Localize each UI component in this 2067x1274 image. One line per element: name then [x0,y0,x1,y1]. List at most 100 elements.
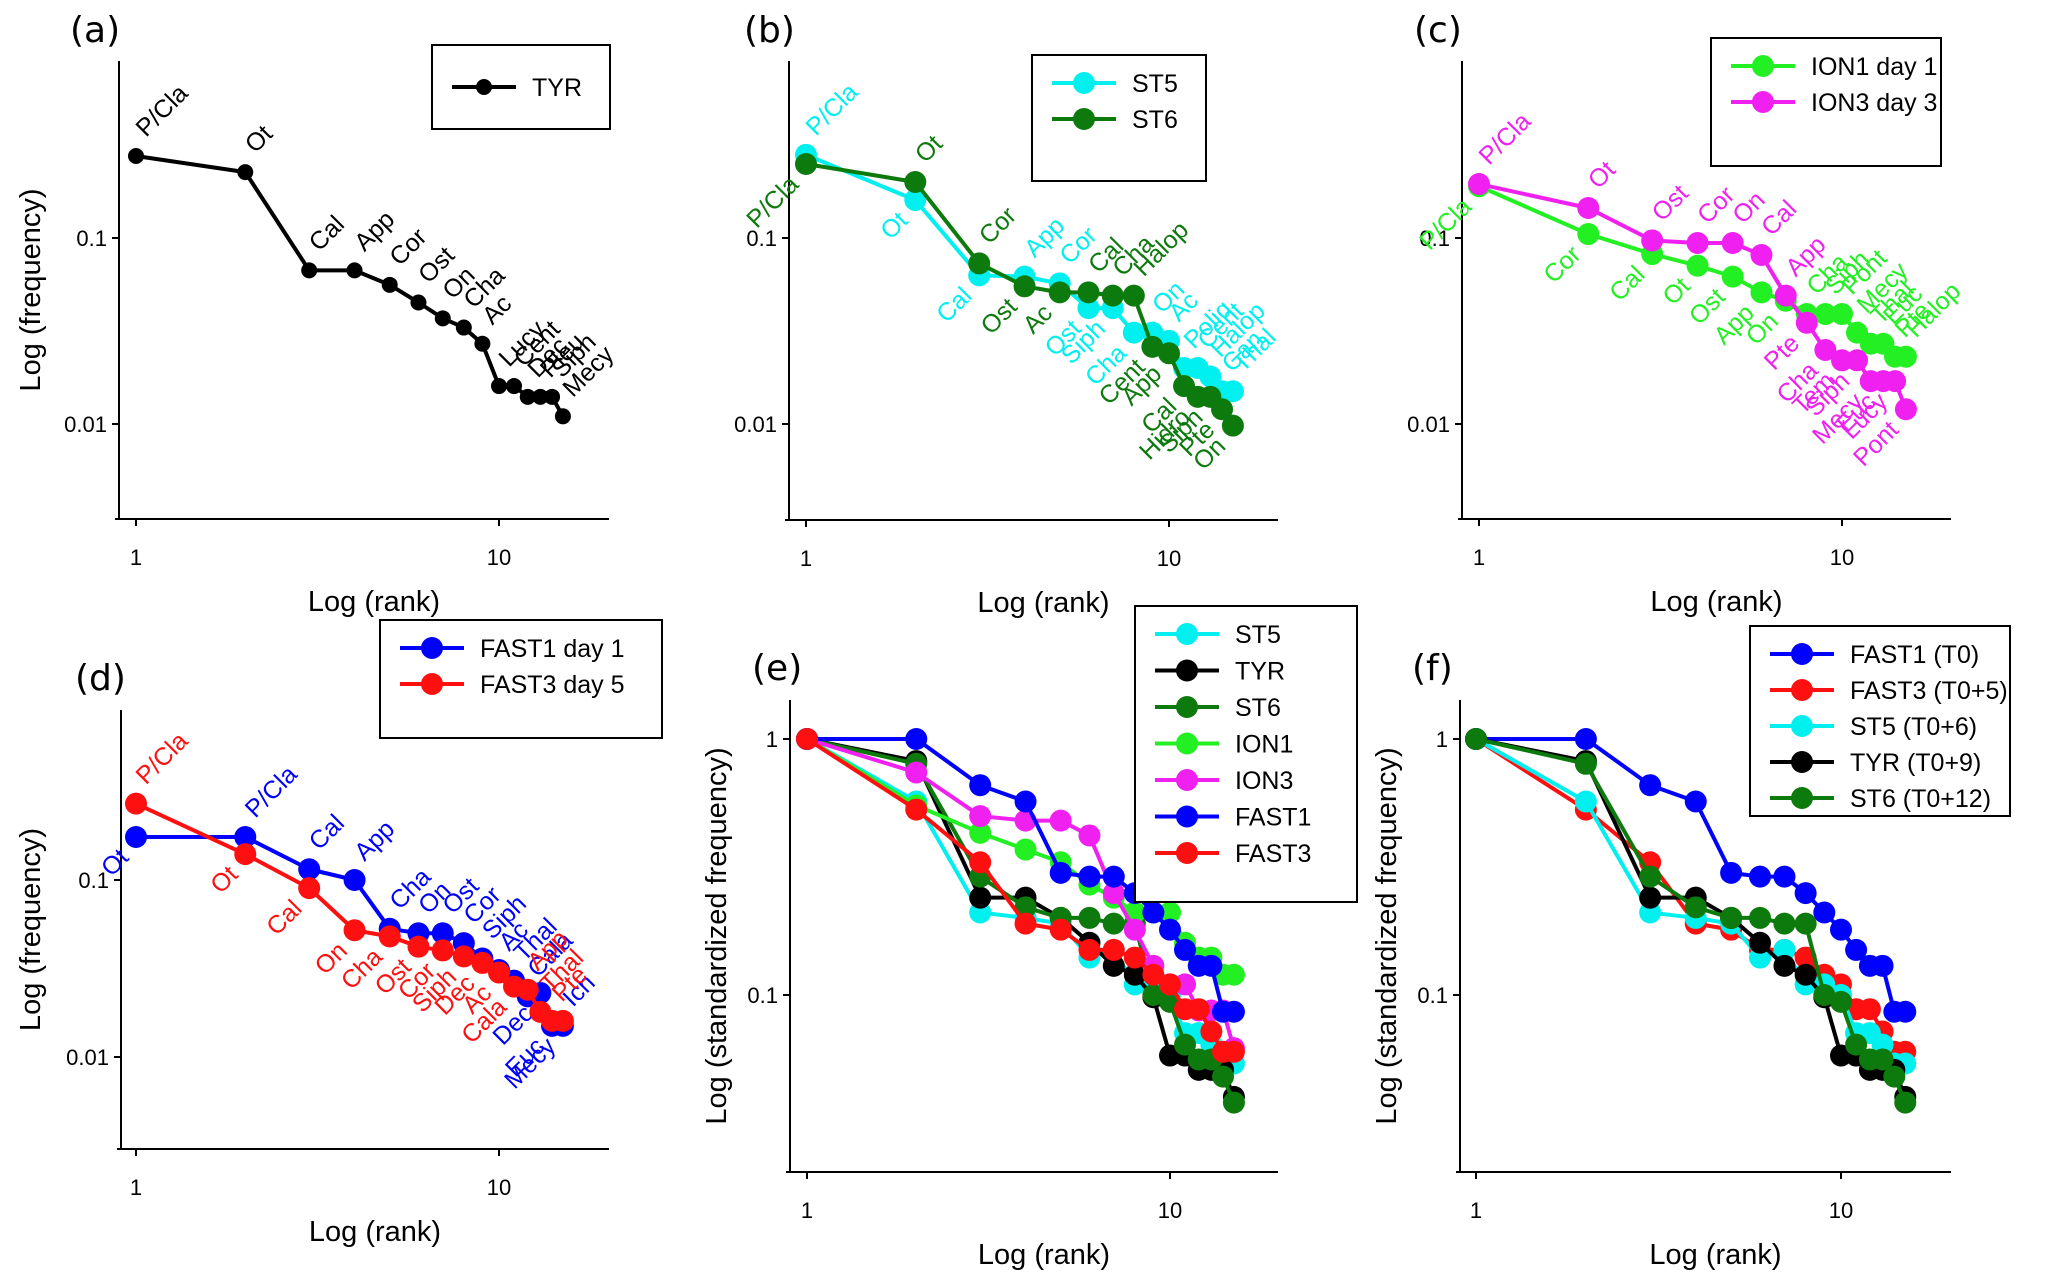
data-point [1871,954,1894,977]
data-point [969,851,992,874]
legend: FAST1 day 1 FAST3 day 5 [379,619,663,739]
x-axis-title: Log (rank) [978,1239,1110,1271]
data-point [434,310,451,327]
data-point [1574,790,1597,813]
data-point [407,935,430,958]
legend-swatch-marker [1176,696,1198,718]
data-point [1014,912,1037,935]
legend-label: ION3 day 3 [1811,89,1937,117]
data-point [969,886,992,909]
data-point [1174,938,1197,961]
data-point [1871,1048,1894,1071]
legend-entry-tyr: TYR (T0+9) [1770,749,1981,777]
data-point [969,774,992,797]
data-point [796,728,818,750]
data-point [519,388,536,405]
data-point [125,825,147,848]
x-tick-label: 1 [1473,545,1485,570]
data-point [1720,861,1743,884]
legend-label: ST6 [1132,106,1178,134]
data-point [532,388,549,405]
panel-a: (a) 1 10 0.1 0.01 Log (rank) Log (frequency) P/… [15,10,620,618]
legend-label: FAST1 day 1 [480,635,625,663]
data-point [491,378,507,395]
data-point [455,319,472,336]
point-label: P/Cla [130,727,193,790]
legend-swatch-marker [1791,751,1813,773]
data-point [905,798,928,821]
data-point [234,825,257,848]
y-axis-title: Log (standardized frequency) [1371,747,1403,1124]
legend-swatch-marker [1791,787,1813,809]
x-tick-label: 10 [1830,545,1854,570]
legend: ION1 day 1 ION3 day 3 [1710,37,1942,167]
data-point [1830,1044,1852,1067]
data-point [1684,896,1707,919]
data-point [488,961,510,984]
data-point [1014,790,1037,813]
x-axis-title: Log (rank) [1649,1239,1781,1271]
y-tick-label: 1 [1436,727,1448,752]
legend-label: FAST1 [1235,804,1311,832]
data-point [1077,297,1100,320]
legend-label: FAST3 [1235,840,1311,868]
legend-swatch-marker [1073,108,1095,130]
data-point [506,378,523,395]
panel-label: (c) [1414,10,1462,51]
x-tick-label: 10 [1157,546,1181,571]
data-point [431,922,454,945]
data-point [1142,984,1165,1006]
y-tick-label: 0.1 [1419,226,1450,251]
data-point [1142,963,1165,986]
data-point [969,821,992,844]
data-point [551,1009,574,1032]
point-label: Cal [261,895,307,941]
legend-entry-ion1: ION1 day 1 [1731,53,1937,81]
data-point [1078,938,1101,961]
data-point [1465,728,1487,750]
legend-entry-fast3: FAST3 (T0+5) [1770,677,2008,705]
legend-label: TYR (T0+9) [1850,749,1981,777]
data-point [1794,912,1817,935]
point-label: Ost [975,293,1022,340]
legend-swatch-marker [1073,72,1095,94]
data-point [1750,281,1773,304]
data-point [1123,946,1146,969]
data-point [1794,882,1817,905]
y-axis-title: Log (frequency) [15,828,47,1031]
x-axis-title: Log (rank) [308,586,440,618]
data-point [1577,196,1600,219]
x-tick-label: 1 [130,1175,142,1200]
data-point [1159,901,1181,924]
legend-entry-st5: ST5 (T0+6) [1770,713,1977,741]
data-point [1831,303,1853,326]
data-point [1639,774,1662,797]
legend-swatch-marker [1752,91,1774,113]
legend-entry-st6: ST6 [1155,694,1281,722]
data-point [1795,311,1818,334]
data-point [474,335,491,352]
data-point [1813,984,1836,1006]
data-point [410,294,427,311]
y-tick-label: 0.1 [746,226,777,251]
data-point [343,869,366,891]
data-point [1158,342,1180,365]
point-label: Ost [1647,179,1694,226]
data-point [471,951,494,974]
data-point [1858,998,1881,1021]
data-point [1122,321,1145,344]
data-point [904,171,927,194]
y-tick-label: 0.1 [747,983,778,1008]
data-point [1468,173,1490,196]
data-point [1048,281,1071,304]
x-axis-title: Log (rank) [977,587,1109,619]
panel-label: (f) [1412,648,1453,689]
data-point [1013,275,1036,298]
point-label: Cal [304,809,350,855]
data-point [904,189,927,212]
data-point [1639,865,1662,888]
data-point [301,262,318,279]
